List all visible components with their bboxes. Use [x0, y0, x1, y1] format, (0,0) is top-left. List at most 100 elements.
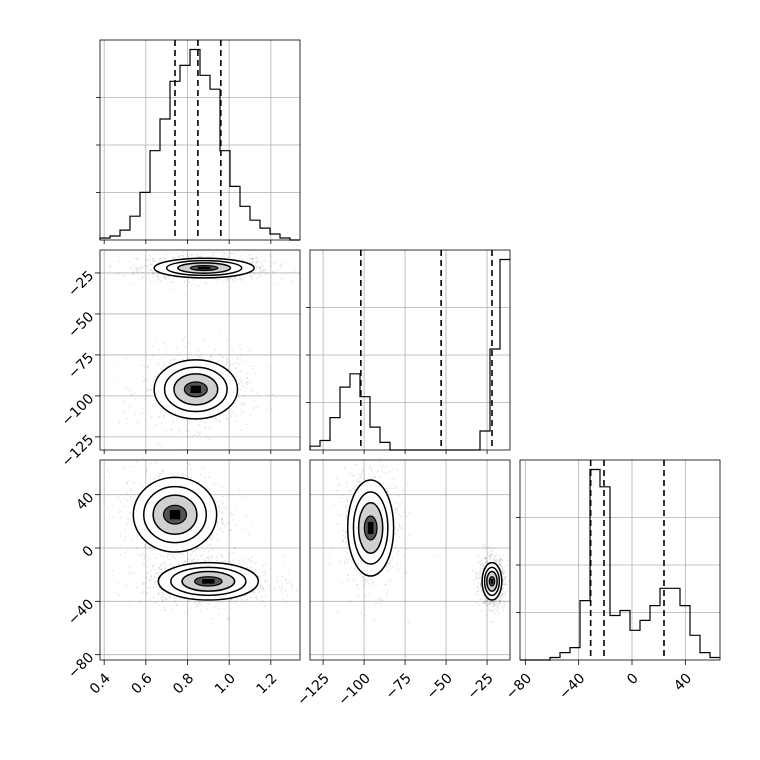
sample-point	[152, 272, 155, 274]
sample-point	[259, 584, 261, 587]
sample-point	[499, 565, 502, 568]
sample-point	[157, 571, 159, 574]
sample-point	[220, 500, 223, 503]
sample-point	[136, 270, 139, 273]
sample-point	[147, 586, 150, 588]
sample-point	[372, 618, 375, 621]
sample-point	[123, 411, 125, 413]
sample-point	[220, 528, 223, 530]
sample-point	[342, 529, 345, 531]
density-peak-cell	[190, 385, 202, 394]
sample-point	[341, 545, 343, 547]
sample-point	[192, 434, 195, 436]
sample-point	[346, 509, 348, 512]
sample-point	[150, 269, 153, 272]
sample-point	[345, 505, 347, 508]
sample-point	[499, 558, 502, 561]
sample-point	[135, 266, 138, 269]
sample-point	[222, 511, 224, 514]
sample-point	[222, 356, 224, 359]
sample-point	[484, 604, 487, 607]
sample-point	[230, 348, 233, 350]
sample-point	[174, 600, 177, 603]
sample-point	[235, 375, 238, 378]
sample-point	[493, 556, 496, 559]
sample-point	[198, 355, 201, 358]
panel-frame	[99, 39, 301, 241]
sample-point	[157, 476, 160, 478]
sample-point	[488, 620, 491, 623]
sample-point	[217, 353, 220, 356]
sample-point	[258, 267, 261, 269]
sample-point	[400, 526, 403, 528]
sample-point	[210, 356, 213, 359]
sample-point	[501, 558, 504, 561]
sample-point	[396, 552, 398, 555]
sample-point	[151, 384, 153, 387]
x-tick-label-p1: −100	[335, 670, 374, 709]
sample-point	[397, 513, 400, 515]
sample-point	[492, 602, 495, 605]
y-tick-label-p1: −75	[65, 350, 97, 382]
sample-point	[111, 569, 114, 572]
sample-point	[376, 458, 378, 460]
sample-point	[484, 602, 487, 604]
sample-point	[210, 359, 212, 362]
sample-point	[227, 521, 230, 524]
sample-point	[233, 602, 236, 605]
histogram-step	[520, 468, 720, 661]
sample-point	[484, 557, 487, 559]
sample-point	[500, 597, 503, 600]
sample-point	[210, 555, 212, 557]
panel-frame	[99, 249, 301, 451]
sample-point	[482, 601, 485, 604]
sample-point	[241, 381, 244, 384]
sample-point	[279, 264, 282, 267]
sample-point	[487, 546, 490, 549]
sample-point	[125, 523, 128, 525]
sample-point	[153, 576, 156, 579]
sample-point	[250, 272, 253, 274]
sample-point	[353, 485, 356, 488]
sample-point	[157, 272, 160, 275]
sample-point	[135, 546, 138, 549]
sample-point	[479, 577, 481, 580]
sample-point	[127, 480, 130, 483]
sample-point	[196, 546, 199, 549]
sample-point	[183, 561, 186, 563]
sample-point	[163, 606, 165, 608]
sample-point	[243, 258, 246, 261]
sample-point	[158, 257, 161, 260]
sample-point	[263, 570, 266, 573]
sample-point	[182, 251, 185, 254]
sample-point	[474, 572, 477, 575]
sample-point	[162, 356, 164, 358]
sample-point	[222, 556, 224, 558]
sample-point	[291, 587, 293, 590]
sample-point	[145, 469, 148, 471]
sample-point	[238, 559, 240, 562]
sample-point	[381, 599, 384, 601]
sample-point	[155, 274, 158, 277]
sample-point	[224, 252, 226, 255]
sample-point	[405, 548, 408, 551]
sample-point	[162, 275, 165, 278]
sample-point	[344, 515, 347, 518]
sample-point	[388, 562, 391, 564]
sample-point	[492, 601, 494, 604]
sample-point	[172, 257, 175, 260]
sample-point	[188, 256, 191, 258]
sample-point	[221, 600, 224, 603]
sample-point	[126, 517, 129, 520]
sample-point	[241, 258, 244, 261]
sample-point	[174, 475, 177, 477]
sample-point	[256, 258, 259, 260]
sample-point	[494, 559, 497, 561]
sample-point	[260, 271, 262, 274]
sample-point	[231, 363, 234, 366]
sample-point	[392, 467, 395, 470]
sample-point	[130, 394, 133, 396]
sample-point	[378, 465, 381, 467]
sample-point	[128, 260, 131, 263]
sample-point	[206, 487, 209, 490]
